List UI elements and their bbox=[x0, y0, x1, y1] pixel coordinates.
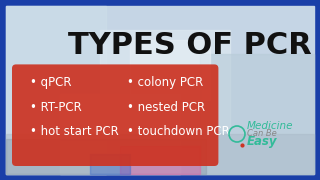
Bar bbox=[60, 94, 180, 174]
Text: • RT-PCR: • RT-PCR bbox=[30, 101, 82, 114]
Text: • hot start PCR: • hot start PCR bbox=[30, 125, 119, 138]
Text: • nested PCR: • nested PCR bbox=[127, 101, 205, 114]
FancyBboxPatch shape bbox=[12, 64, 219, 166]
Bar bbox=[100, 30, 230, 130]
Text: Easy: Easy bbox=[247, 136, 277, 148]
Bar bbox=[6, 134, 314, 174]
Text: Medicine: Medicine bbox=[247, 121, 293, 131]
Text: • colony PCR: • colony PCR bbox=[127, 76, 204, 89]
Text: • qPCR: • qPCR bbox=[30, 76, 71, 89]
Bar bbox=[6, 6, 106, 174]
Bar bbox=[120, 146, 200, 174]
Bar bbox=[6, 139, 206, 174]
Bar bbox=[90, 154, 130, 174]
Text: • touchdown PCR: • touchdown PCR bbox=[127, 125, 230, 138]
Text: TYPES OF PCR: TYPES OF PCR bbox=[68, 30, 312, 60]
Bar bbox=[200, 54, 314, 174]
Bar bbox=[130, 40, 210, 100]
Text: Can Be: Can Be bbox=[247, 129, 277, 138]
